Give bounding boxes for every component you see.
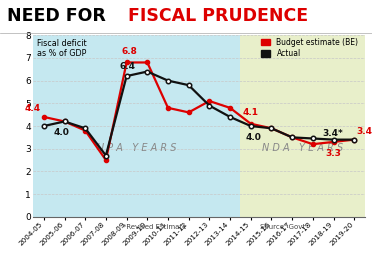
Text: Fiscal deficit
as % of GDP: Fiscal deficit as % of GDP [37,39,86,58]
Text: 4.1: 4.1 [243,108,259,117]
Text: *Revised Estimate: *Revised Estimate [123,224,186,230]
Text: 4.0: 4.0 [54,128,70,137]
Text: 3.4*: 3.4* [322,129,343,138]
Text: Source: Govt: Source: Govt [260,224,305,230]
Text: 3.4: 3.4 [356,127,372,136]
Text: 4.0: 4.0 [246,133,262,142]
Text: U P A   Y E A R S: U P A Y E A R S [97,143,177,153]
Legend: Budget estimate (BE), Actual: Budget estimate (BE), Actual [259,36,361,60]
Text: 3.3: 3.3 [326,149,341,158]
Text: NEED FOR: NEED FOR [7,7,112,25]
Text: 6.8: 6.8 [121,47,137,56]
Text: FISCAL PRUDENCE: FISCAL PRUDENCE [128,7,308,25]
Text: N D A   Y E A R S: N D A Y E A R S [262,143,343,153]
Text: 6.4: 6.4 [120,62,136,71]
Text: 4.4: 4.4 [25,104,41,113]
Bar [33,35,240,217]
Bar [240,35,365,217]
